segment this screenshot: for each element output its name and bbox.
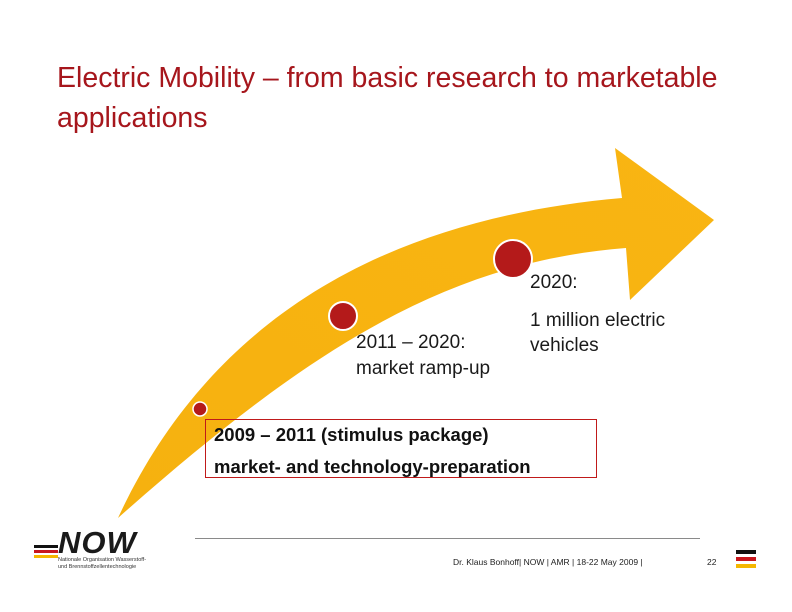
milestone-2020-desc-2: vehicles [530,335,599,356]
now-logo: NOW Nationale Organisation Wasserstoff- … [34,527,194,577]
milestone-2009-title: 2009 – 2011 (stimulus package) [214,424,489,445]
corner-flag-icon [736,548,756,570]
page-number: 22 [707,557,717,567]
logo-flag-gold [34,555,58,558]
milestone-dot-2009 [192,401,208,417]
milestone-dot-2020 [493,239,533,279]
milestone-dot-2011 [328,301,358,331]
milestone-2011-year: 2011 – 2020: [356,332,466,353]
logo-flag-red [34,550,58,553]
milestone-2009-desc: market- and technology-preparation [214,456,531,477]
footer-divider [195,538,700,539]
milestone-2020-year: 2020: [530,272,578,293]
arrow-body [118,148,714,518]
footer-text: Dr. Klaus Bonhoff| NOW | AMR | 18-22 May… [453,557,643,567]
stimulus-package-box: 2009 – 2011 (stimulus package) market- a… [205,419,597,478]
milestone-2011-desc: market ramp-up [356,358,491,379]
milestone-2020-desc-1: 1 million electric [530,310,666,331]
logo-flag-black [34,545,58,548]
logo-subtitle: Nationale Organisation Wasserstoff- und … [58,557,147,570]
logo-wordmark: NOW [58,525,137,560]
slide-title: Electric Mobility – from basic research … [57,62,718,134]
